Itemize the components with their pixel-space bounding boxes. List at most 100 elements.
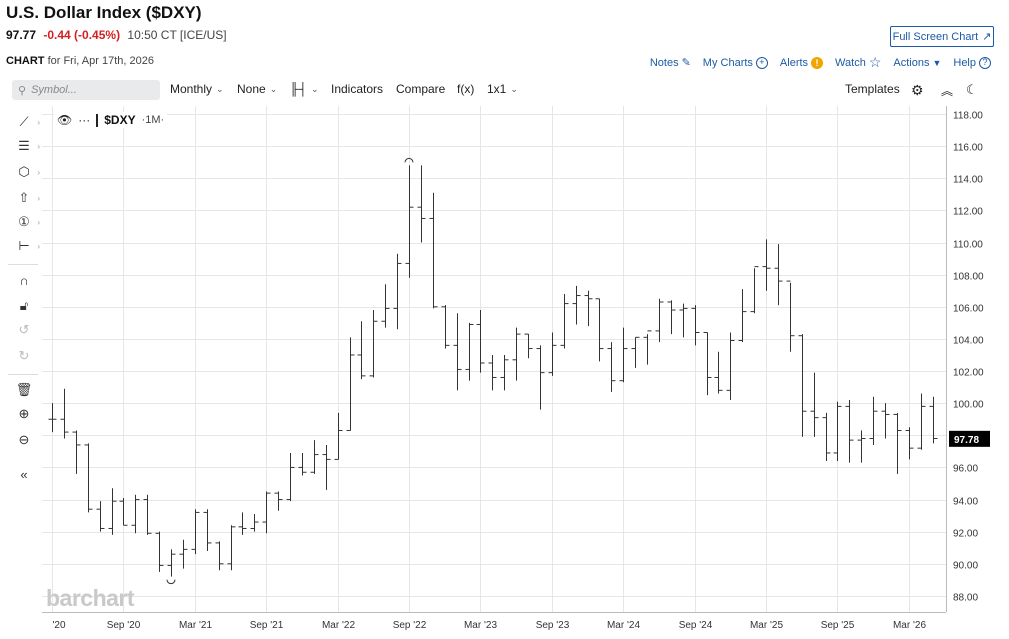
ohlc-bar <box>60 388 69 439</box>
line-tool-icon[interactable]: ⟋ › <box>19 114 40 129</box>
quote-line: 97.77 -0.44 (-0.45%) 10:50 CT [ICE/US] <box>6 28 227 42</box>
y-tick-label: 88.00 <box>953 593 978 604</box>
toolbar-divider <box>8 374 38 375</box>
dark-mode-icon[interactable]: ☾ <box>966 82 978 97</box>
indicators-button[interactable]: Indicators <box>331 82 383 96</box>
ohlc-bar <box>691 305 700 346</box>
y-tick-label: 104.00 <box>953 336 984 347</box>
y-tick-label: 112.00 <box>953 207 983 218</box>
collapse-toolbar-icon[interactable]: « <box>20 466 28 482</box>
eye-icon[interactable]: 👁︎ <box>57 113 73 127</box>
ohlc-bar <box>393 253 402 330</box>
ohlc-bar <box>417 165 426 243</box>
x-tick-label: Sep '24 <box>679 620 713 631</box>
arrow-up-tool-icon[interactable]: ⇧ › <box>18 190 40 205</box>
zoom-out-icon[interactable]: ⊖ <box>18 432 30 447</box>
x-tick-label: Sep '25 <box>821 620 855 631</box>
trash-icon[interactable]: 🗑︎ <box>15 382 33 397</box>
edit-icon: ✎ <box>681 57 691 69</box>
ohlc-bar <box>286 452 295 502</box>
ohlc-bar <box>119 497 128 526</box>
ohlc-bar <box>298 452 307 476</box>
x-tick-label: Mar '23 <box>464 620 497 631</box>
low-marker <box>166 579 176 585</box>
ohlc-bar <box>738 289 747 343</box>
ohlc-bar <box>500 354 509 391</box>
ohlc-bar <box>714 351 723 394</box>
ohlc-bar <box>631 336 640 368</box>
alerts-link[interactable]: Alerts! <box>780 56 824 69</box>
notes-label: Notes <box>649 56 679 69</box>
chart-label: CHART <box>6 55 45 67</box>
ohlc-bar <box>155 531 164 572</box>
layout-dropdown[interactable]: 1x1 ⌄ <box>487 82 518 96</box>
y-tick-label: 102.00 <box>953 368 984 379</box>
ohlc-bar <box>643 330 652 365</box>
x-tick-label: Mar '21 <box>179 620 212 631</box>
shapes-tool-icon[interactable]: ⬡ › <box>18 164 40 179</box>
ohlc-bar <box>453 313 462 391</box>
caret-down-icon: ▼ <box>932 57 942 68</box>
ohlc-bar <box>488 354 497 391</box>
more-options-icon[interactable]: ··· <box>78 113 91 127</box>
zoom-in-icon[interactable]: ⊕ <box>18 406 30 421</box>
toolbar-divider <box>8 264 38 265</box>
templates-button[interactable]: Templates <box>845 82 900 96</box>
watch-link[interactable]: Watch ☆ <box>835 54 881 71</box>
help-link[interactable]: Help? <box>953 56 991 69</box>
settings-gear-icon[interactable]: ⚙ <box>911 82 924 98</box>
period-dropdown[interactable]: Monthly ⌄ <box>170 82 224 96</box>
unlock-icon[interactable]: 🔓︎ <box>19 298 29 313</box>
chart-toolbar: ⚲ Symbol... Monthly ⌄ None ⌄ ╟┤ ⌄ Indicator… <box>0 76 1009 103</box>
measure-tool-icon[interactable]: ⊢ › <box>18 238 40 253</box>
ohlc-bar <box>762 239 771 291</box>
number-marker-tool-icon[interactable]: ① › <box>18 214 40 229</box>
x-tick-label: Mar '26 <box>893 620 926 631</box>
x-tick-label: Mar '24 <box>607 620 640 631</box>
ohlc-bar <box>536 345 545 410</box>
compare-button[interactable]: Compare <box>396 82 445 96</box>
function-button[interactable]: f(x) <box>457 82 474 96</box>
last-price: 97.77 <box>6 28 37 42</box>
ohlc-bar <box>595 298 604 362</box>
ohlc-bar <box>476 310 485 373</box>
symbol-search-input[interactable]: ⚲ Symbol... <box>12 80 160 100</box>
chart-date-line: CHART for Fri, Apr 17th, 2026 <box>6 55 154 67</box>
plus-circle-icon: + <box>755 56 768 69</box>
ohlc-bar <box>524 333 533 359</box>
templates-label: Templates <box>845 82 900 96</box>
ohlc-bar <box>798 334 807 437</box>
ohlc-bar <box>607 342 616 392</box>
legend-period: ·1M· <box>141 114 165 126</box>
overlay-dropdown[interactable]: None ⌄ <box>237 82 277 96</box>
ohlc-bar <box>822 412 831 462</box>
ohlc-bar <box>108 488 117 535</box>
high-marker <box>404 157 414 163</box>
quote-time-exchange: 10:50 CT [ICE/US] <box>127 28 227 42</box>
y-tick-label: 90.00 <box>953 561 978 572</box>
redo-icon[interactable]: ↻ <box>18 348 30 363</box>
indicators-label: Indicators <box>331 82 384 96</box>
drawing-toolbar: ⟋ › ☰ › ⬡ › ⇧ › ① › ⊢ › ∩ 🔓︎ ↺ ↻ 🗑︎ ⊕ ⊖ « <box>0 106 42 634</box>
price-chart[interactable]: 88.0090.0092.0094.0096.0098.00100.00102.… <box>42 106 1009 634</box>
actions-menu[interactable]: Actions ▼ <box>893 57 941 69</box>
magnet-icon[interactable]: ∩ <box>19 272 29 288</box>
x-tick-label: Mar '25 <box>750 620 783 631</box>
full-screen-chart-button[interactable]: Full Screen Chart ↗ <box>890 26 994 47</box>
chart-legend: 👁︎ ··· $DXY ·1M· <box>54 112 168 128</box>
chevron-down-icon: ⌄ <box>269 83 278 94</box>
y-tick-label: 94.00 <box>953 497 978 508</box>
ohlc-bar <box>227 525 236 571</box>
bar-type-dropdown[interactable]: ╟┤ ⌄ <box>290 82 319 96</box>
ohlc-bar <box>703 331 712 396</box>
notes-link[interactable]: Notes ✎ <box>649 56 691 70</box>
external-arrow-icon: ↗ <box>982 31 992 43</box>
barchart-logo: barchart <box>46 585 135 611</box>
ohlc-bar <box>84 443 93 513</box>
fibonacci-tool-icon[interactable]: ☰ › <box>18 138 40 153</box>
collapse-up-icon[interactable]: ︽ <box>941 84 954 98</box>
undo-icon[interactable]: ↺ <box>18 322 30 337</box>
ohlc-bar <box>381 284 390 328</box>
my-charts-link[interactable]: My Charts + <box>703 56 768 69</box>
chart-area[interactable]: 88.0090.0092.0094.0096.0098.00100.00102.… <box>42 106 1009 639</box>
